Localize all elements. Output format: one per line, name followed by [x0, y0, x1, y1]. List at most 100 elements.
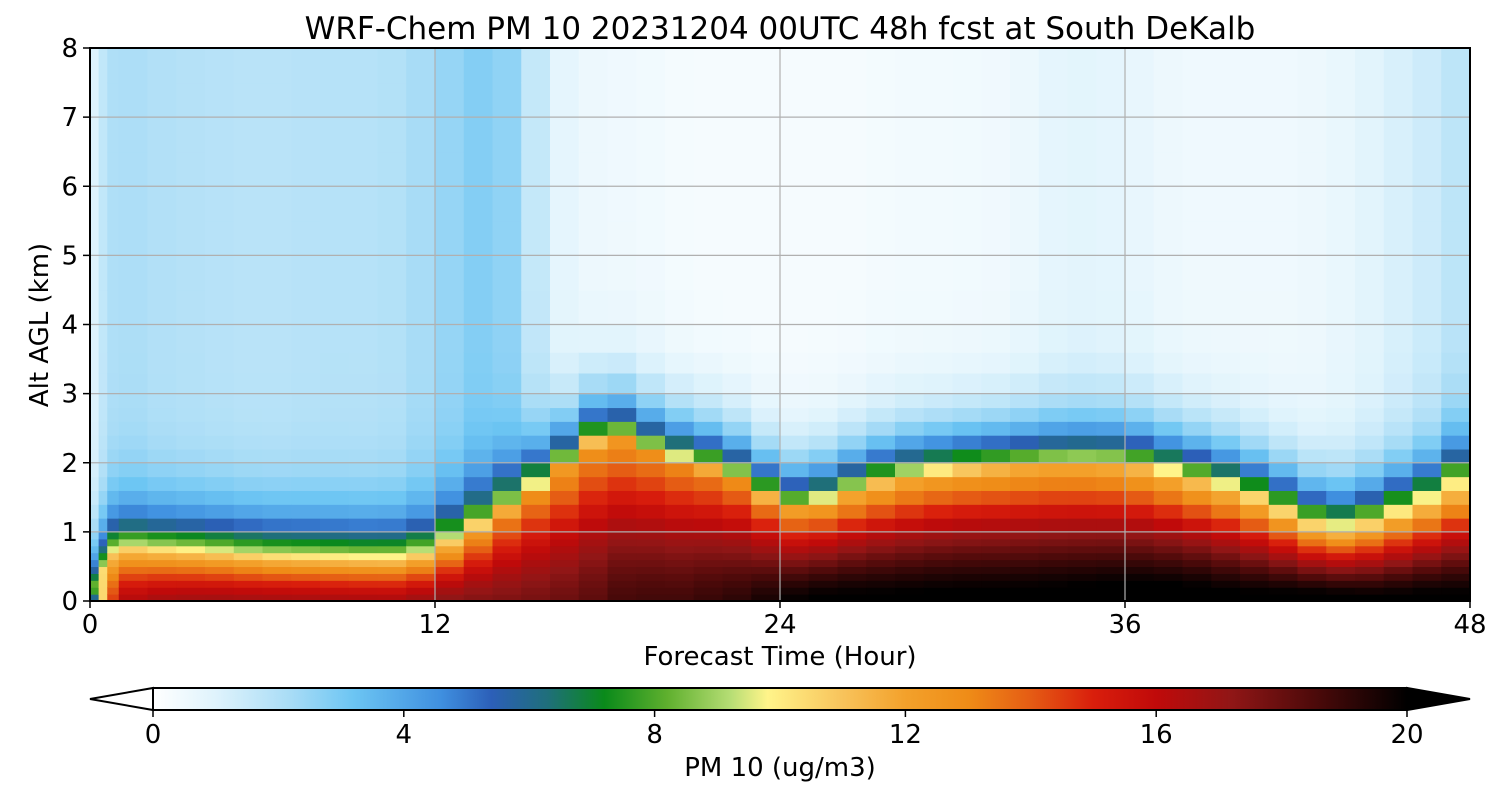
heatmap-cell [1268, 552, 1299, 561]
heatmap-cell [205, 220, 235, 256]
heatmap-cell [1010, 587, 1040, 595]
heatmap-cell [722, 573, 752, 581]
heatmap-cell [981, 566, 1011, 574]
heatmap-cell [291, 324, 321, 353]
heatmap-cell [406, 393, 436, 409]
heatmap-cell [751, 545, 781, 554]
heatmap-cell [1153, 289, 1184, 326]
heatmap-cell [607, 324, 637, 353]
heatmap-cell [1182, 462, 1212, 478]
heatmap-cell [176, 462, 206, 478]
heatmap-cell [521, 531, 551, 540]
heatmap-cell [808, 448, 839, 464]
heatmap-cell [923, 545, 954, 554]
heatmap-cell [578, 490, 609, 505]
heatmap-cell [923, 476, 954, 491]
heatmap-cell [1412, 559, 1442, 568]
heatmap-cell [1355, 352, 1385, 374]
heatmap-cell [1125, 580, 1155, 588]
heatmap-cell [262, 151, 292, 187]
heatmap-cell [492, 545, 522, 554]
x-tick-label: 12 [418, 610, 451, 640]
heatmap-cell [751, 352, 781, 374]
heatmap-cell [1038, 462, 1069, 478]
heatmap-cell [90, 352, 100, 374]
heatmap-cell [981, 393, 1011, 409]
heatmap-cell [578, 220, 609, 256]
heatmap-cell [118, 462, 149, 478]
heatmap-cell [693, 573, 724, 581]
heatmap-cell [262, 566, 292, 574]
heatmap-cell [377, 393, 407, 409]
heatmap-cell [521, 289, 551, 326]
heatmap-cell [1125, 352, 1155, 374]
heatmap-cell [923, 421, 954, 436]
heatmap-cell [492, 255, 522, 291]
heatmap-cell [550, 372, 580, 395]
heatmap-cell [1240, 372, 1270, 395]
heatmap-cell [1383, 151, 1414, 187]
heatmap-cell [866, 352, 896, 374]
heatmap-cell [1182, 255, 1212, 291]
heatmap-cell [1355, 324, 1385, 353]
heatmap-cell [1038, 117, 1069, 153]
heatmap-cell [176, 448, 206, 464]
heatmap-cell [492, 552, 522, 561]
heatmap-cell [377, 435, 407, 450]
heatmap-cell [1412, 48, 1442, 84]
heatmap-cell [1211, 566, 1241, 574]
heatmap-cell [952, 594, 982, 601]
heatmap-cell [348, 490, 379, 505]
heatmap-cell [751, 186, 781, 222]
heatmap-cell [521, 476, 551, 491]
heatmap-cell [90, 580, 100, 588]
heatmap-cell [895, 220, 925, 256]
heatmap-cell [780, 552, 810, 561]
heatmap-cell [1326, 421, 1356, 436]
heatmap-cell [233, 48, 264, 84]
heatmap-cell [1297, 531, 1327, 540]
heatmap-cell [233, 573, 264, 581]
heatmap-cell [176, 255, 206, 291]
heatmap-cell [722, 587, 752, 595]
heatmap-cell [665, 352, 695, 374]
heatmap-cell [262, 504, 292, 519]
heatmap-cell [1125, 538, 1155, 547]
heatmap-cell [722, 448, 752, 464]
heatmap-cell [1096, 518, 1126, 533]
heatmap-cell [176, 580, 206, 588]
heatmap-cell [147, 421, 177, 436]
heatmap-cell [1153, 324, 1184, 353]
heatmap-cell [1355, 587, 1385, 595]
heatmap-cell [808, 462, 839, 478]
heatmap-cell [895, 566, 925, 574]
heatmap-cell [952, 393, 982, 409]
heatmap-cell [1326, 545, 1356, 554]
heatmap-cell [780, 407, 810, 422]
heatmap-cell [90, 531, 100, 540]
heatmap-cell [866, 587, 896, 595]
heatmap-cell [1182, 545, 1212, 554]
heatmap-cell [435, 421, 465, 436]
heatmap-cell [1182, 490, 1212, 505]
heatmap-cell [463, 559, 494, 568]
heatmap-cell [147, 518, 177, 533]
heatmap-cell [952, 448, 982, 464]
heatmap-cell [1412, 82, 1442, 118]
heatmap-cell [291, 421, 321, 436]
heatmap-cell [1096, 594, 1126, 601]
heatmap-cell [1096, 504, 1126, 519]
heatmap-cell [636, 421, 666, 436]
heatmap-cell [90, 421, 100, 436]
heatmap-cell [1067, 435, 1097, 450]
heatmap-cell [1441, 518, 1470, 533]
heatmap-cell [895, 587, 925, 595]
heatmap-cell [291, 587, 321, 595]
heatmap-cell [1383, 573, 1414, 581]
heatmap-cell [693, 48, 724, 84]
heatmap-cell [521, 435, 551, 450]
heatmap-cell [1412, 352, 1442, 374]
heatmap-cell [233, 490, 264, 505]
heatmap-cell [1268, 372, 1299, 395]
heatmap-cell [147, 476, 177, 491]
